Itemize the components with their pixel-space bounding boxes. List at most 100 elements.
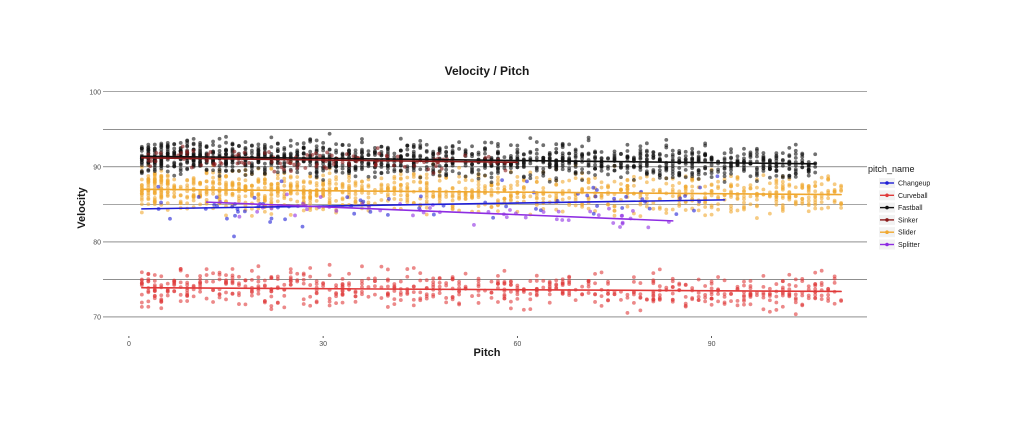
fastball-point (780, 158, 785, 163)
fastball-point (787, 145, 792, 150)
curveball-point (580, 292, 585, 297)
curveball-point (502, 268, 507, 273)
fastball-point (178, 172, 183, 177)
curveball-point (832, 280, 837, 285)
curveball-point (787, 294, 792, 299)
slider-point (295, 191, 300, 196)
slider-point (398, 176, 403, 181)
curveball-point (178, 299, 183, 304)
slider-point (644, 196, 649, 200)
curveball-point (334, 301, 338, 306)
splitter-point (305, 207, 309, 212)
fastball-point (211, 143, 215, 147)
slider-point (392, 180, 397, 185)
slider-point (638, 202, 643, 207)
slider-point (256, 186, 261, 191)
fastball-point (677, 156, 682, 161)
slider-point (839, 183, 844, 188)
sinker-point (305, 153, 310, 157)
fastball-point (282, 145, 287, 150)
curveball-point (593, 271, 597, 276)
slider-point (780, 179, 785, 184)
curveball-point (146, 279, 151, 283)
slider-point (444, 192, 449, 197)
slider-point (819, 175, 824, 180)
splitter-point (411, 213, 415, 218)
slider-point (541, 186, 546, 190)
slider-point (826, 205, 831, 210)
splitter-point (620, 221, 625, 226)
curveball-point (301, 271, 306, 276)
changeup-point (715, 174, 720, 179)
fastball-point (755, 154, 759, 159)
curveball-point (418, 290, 423, 295)
fastball-point (709, 157, 714, 162)
curveball-point (819, 268, 824, 273)
curveball-point (787, 272, 792, 277)
curveball-point (664, 285, 669, 290)
curveball-point (716, 292, 720, 296)
slider-point (295, 199, 300, 204)
fastball-point (567, 168, 572, 173)
fastball-point (774, 173, 779, 178)
changeup-point (358, 198, 363, 203)
fastball-point (586, 138, 591, 143)
curveball-point (709, 292, 714, 297)
curveball-point (819, 293, 824, 298)
fastball-point (288, 138, 293, 143)
slider-point (722, 188, 727, 193)
slider-point (185, 201, 190, 206)
slider-point (243, 184, 248, 189)
slider-point (586, 177, 591, 182)
slider-point (819, 200, 824, 205)
fastball-point (275, 141, 280, 146)
slider-point (411, 179, 416, 184)
fastball-point (787, 166, 792, 171)
slider-point (560, 179, 565, 184)
slider-point (340, 181, 345, 186)
fastball-point (185, 138, 190, 143)
fastball-point (735, 154, 740, 159)
slider-point (644, 180, 649, 185)
fastball-point (619, 162, 623, 167)
fastball-point (321, 161, 326, 166)
fastball-point (606, 172, 610, 177)
fastball-point (573, 162, 578, 167)
curveball-point (508, 279, 513, 284)
fastball-point (521, 175, 526, 180)
slider-point (139, 210, 144, 215)
curveball-point (398, 279, 403, 284)
fastball-point (198, 141, 203, 145)
fastball-point (256, 148, 261, 153)
slider-point (476, 186, 481, 190)
curveball-point (198, 283, 203, 288)
sinker-point (486, 154, 491, 159)
curveball-point (593, 281, 597, 286)
x-tick-label-0: 0 (127, 341, 131, 348)
slider-point (418, 180, 423, 185)
fastball-point (703, 171, 708, 176)
changeup-point (683, 194, 687, 198)
curveball-point (476, 279, 481, 284)
curveball-point (632, 279, 636, 284)
slider-point (586, 186, 591, 190)
slider-point (632, 183, 636, 188)
curveball-point (139, 300, 144, 305)
curveball-point (813, 296, 818, 301)
fastball-point (398, 136, 403, 141)
slider-point (670, 194, 675, 199)
slider-point (392, 192, 397, 197)
fastball-point (696, 168, 701, 173)
fastball-point (780, 151, 785, 156)
fastball-point (366, 152, 371, 157)
curveball-point (793, 300, 798, 305)
fastball-point (204, 168, 209, 173)
slider-point (288, 184, 293, 188)
slider-point (793, 199, 798, 204)
curveball-point (152, 279, 157, 283)
curveball-point (424, 292, 429, 297)
slider-point (405, 175, 410, 180)
fastball-point (411, 153, 416, 158)
curveball-point (327, 303, 332, 308)
curveball-point (534, 279, 539, 283)
